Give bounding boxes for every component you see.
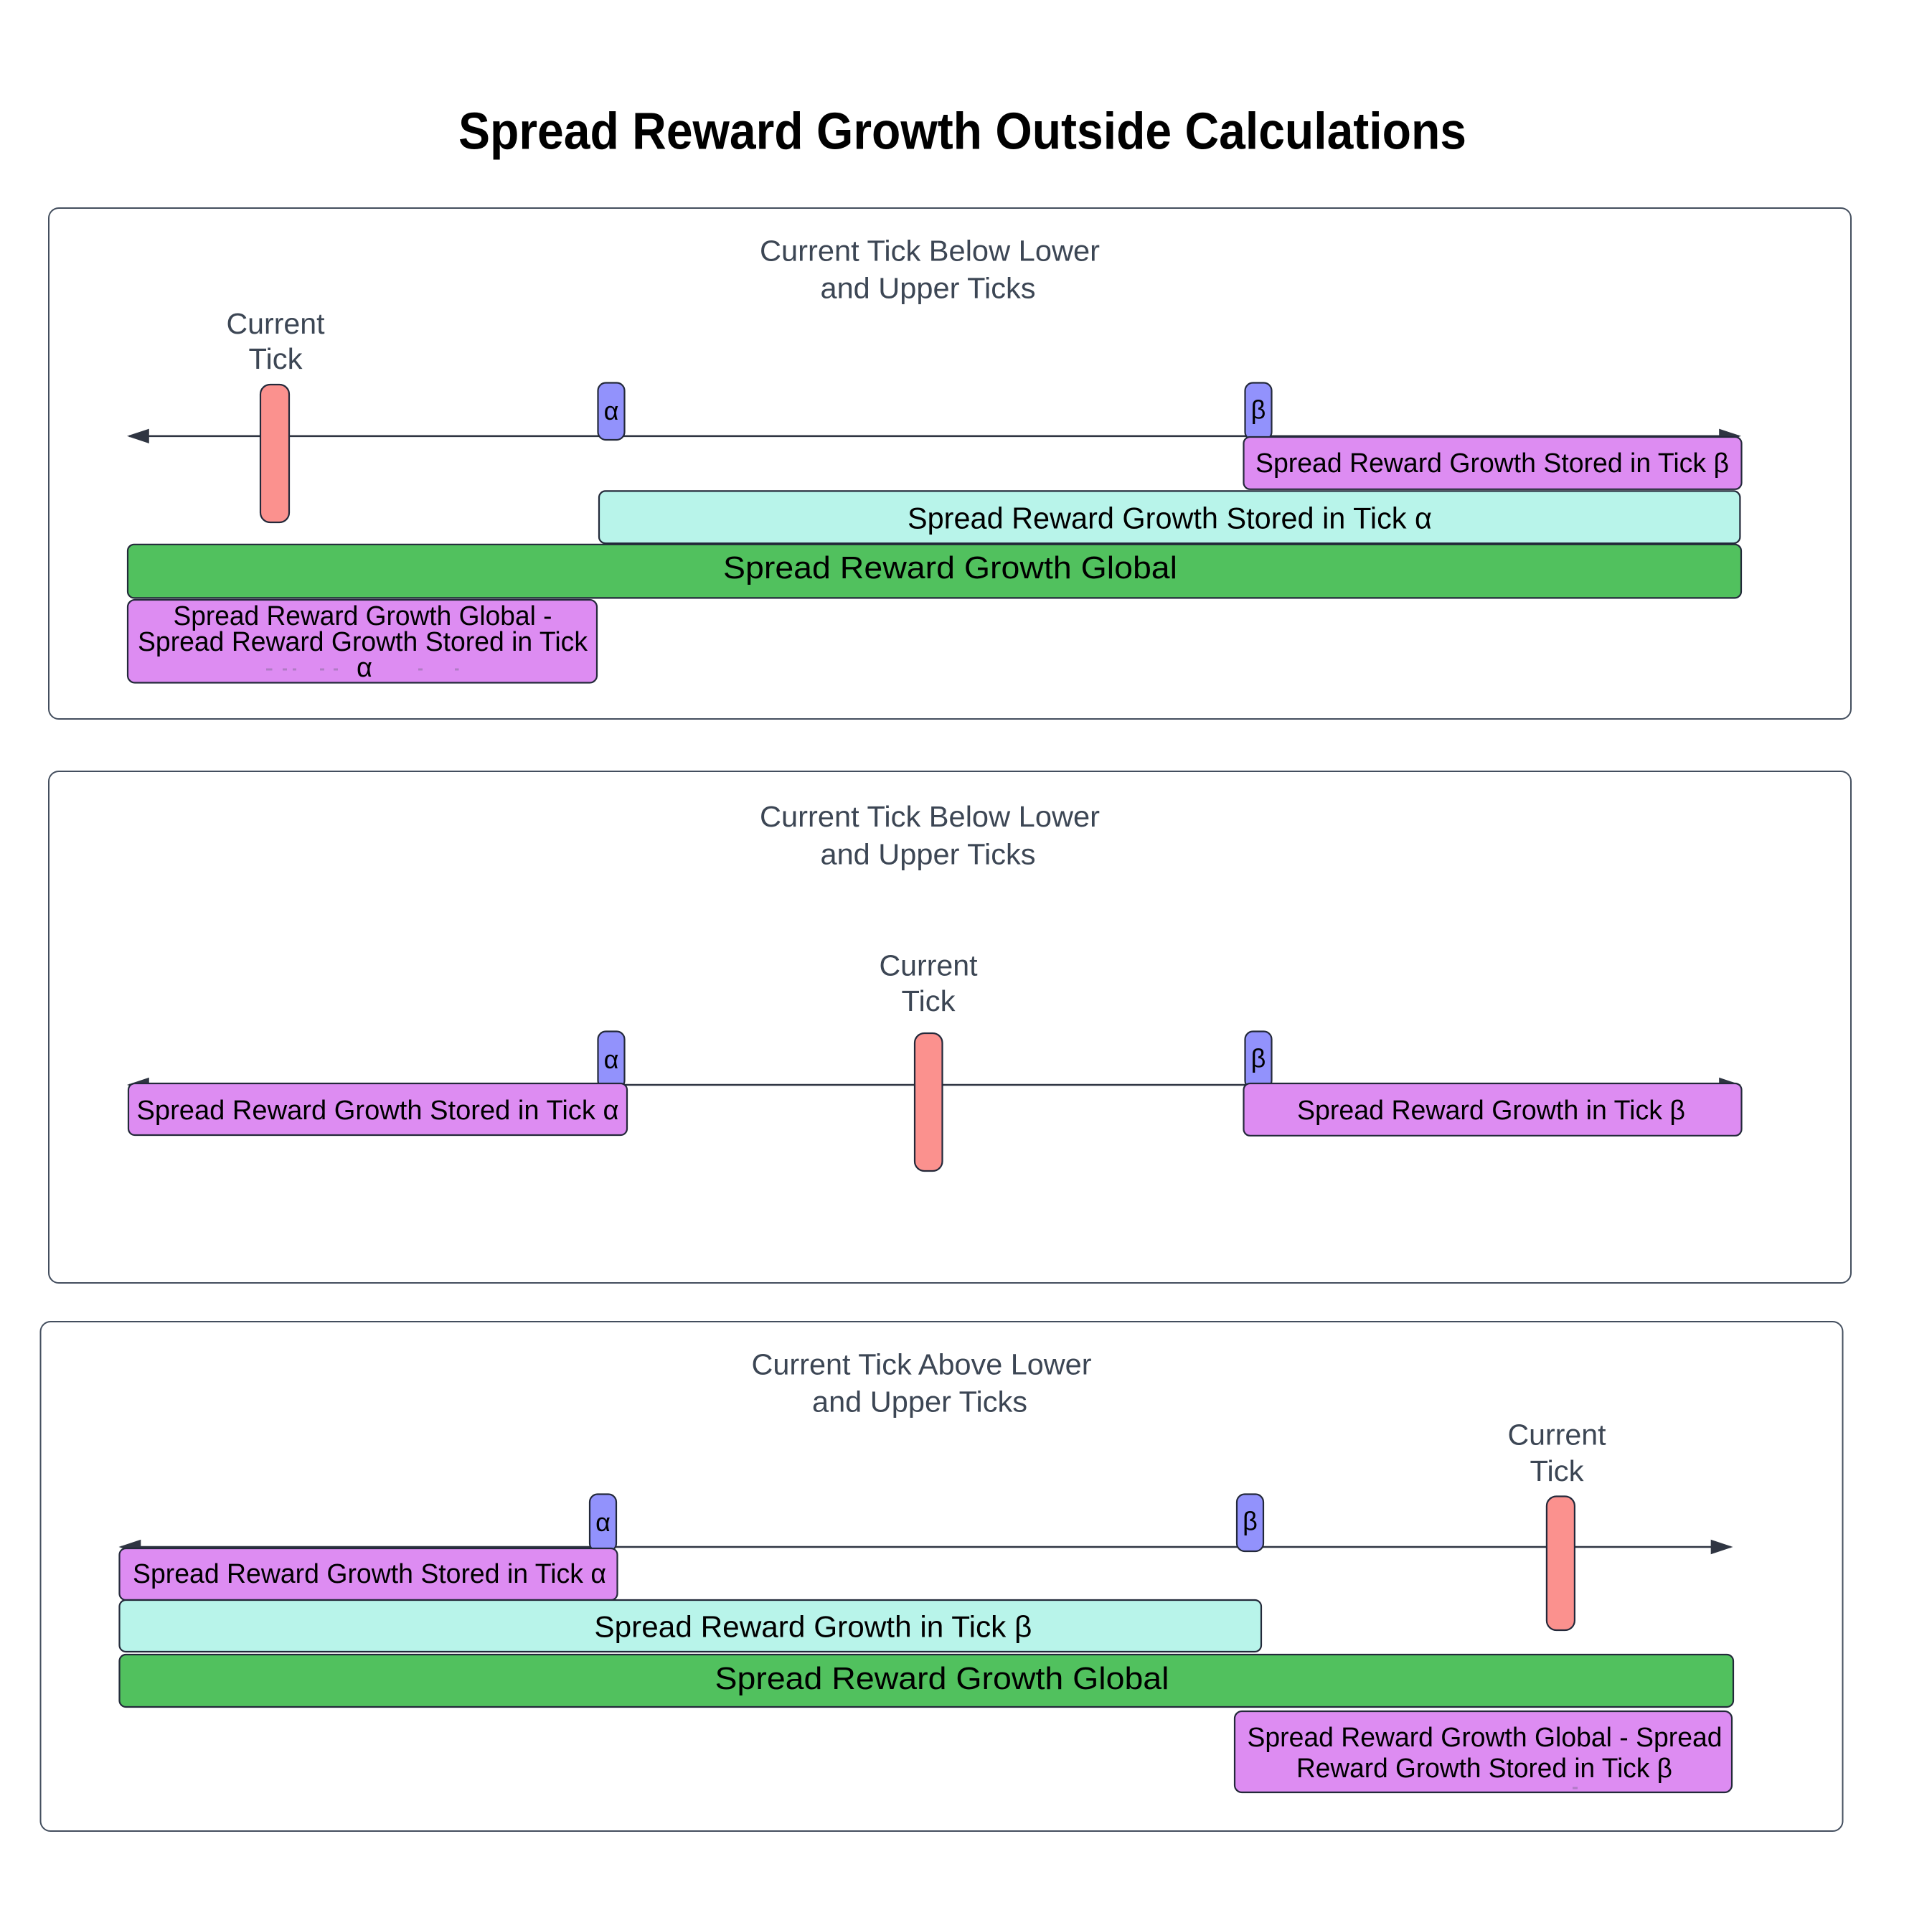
svg-text:α: α <box>604 396 619 425</box>
svg-text:Current Tick Below Lower: Current Tick Below Lower <box>760 235 1100 268</box>
svg-text:α: α <box>357 653 372 683</box>
svg-text:Current: Current <box>1508 1419 1607 1452</box>
svg-text:β: β <box>1251 395 1266 425</box>
svg-text:Spread Reward Growth Global: Spread Reward Growth Global <box>715 1661 1169 1696</box>
svg-text:α: α <box>604 1045 619 1074</box>
svg-text:and Upper Ticks: and Upper Ticks <box>821 272 1036 305</box>
svg-text:Reward Growth Stored in Tick β: Reward Growth Stored in Tick β <box>1296 1754 1672 1784</box>
svg-text:Current: Current <box>227 307 326 340</box>
svg-text:β: β <box>1251 1044 1266 1073</box>
svg-text:Spread Reward Growth Stored in: Spread Reward Growth Stored in Tick <box>138 627 588 657</box>
svg-text:Spread Reward Growth Global: Spread Reward Growth Global <box>723 550 1177 585</box>
svg-text:Tick: Tick <box>1530 1454 1585 1487</box>
svg-text:Current Tick Below Lower: Current Tick Below Lower <box>760 800 1100 833</box>
svg-text:Spread Reward Growth Global -: Spread Reward Growth Global - <box>174 601 552 631</box>
svg-text:Spread Reward Growth Global -: Spread Reward Growth Global - Spread <box>1248 1723 1723 1753</box>
svg-text:Spread Reward Growth Stored in: Spread Reward Growth Stored in Tick α <box>908 502 1432 535</box>
svg-text:α: α <box>595 1507 611 1537</box>
svg-text:Current: Current <box>880 949 979 982</box>
svg-text:Spread Reward Growth Outside C: Spread Reward Growth Outside Calculation… <box>458 103 1466 161</box>
svg-text:Spread Reward Growth Stored in: Spread Reward Growth Stored in Tick β <box>1255 448 1729 479</box>
svg-text:Spread Reward Growth Stored in: Spread Reward Growth Stored in Tick α <box>137 1096 619 1126</box>
svg-text:β: β <box>1243 1507 1258 1536</box>
svg-text:Spread Reward Growth Stored in: Spread Reward Growth Stored in Tick α <box>133 1559 606 1589</box>
svg-text:Tick: Tick <box>902 984 956 1017</box>
svg-text:Spread Reward Growth in Tick β: Spread Reward Growth in Tick β <box>594 1610 1032 1644</box>
svg-text:and Upper Ticks: and Upper Ticks <box>812 1386 1027 1419</box>
svg-text:and Upper Ticks: and Upper Ticks <box>821 838 1036 871</box>
svg-text:Current Tick Above Lower: Current Tick Above Lower <box>752 1348 1092 1381</box>
svg-text:Tick: Tick <box>249 342 303 375</box>
svg-text:Spread Reward Growth in Tick β: Spread Reward Growth in Tick β <box>1297 1096 1685 1126</box>
